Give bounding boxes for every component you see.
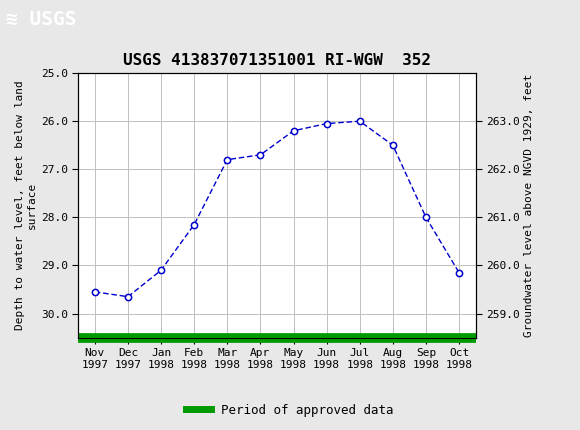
Title: USGS 413837071351001 RI-WGW  352: USGS 413837071351001 RI-WGW 352 — [123, 53, 431, 68]
Y-axis label: Depth to water level, feet below land
surface: Depth to water level, feet below land su… — [15, 80, 37, 330]
Y-axis label: Groundwater level above NGVD 1929, feet: Groundwater level above NGVD 1929, feet — [524, 74, 534, 337]
Text: ≋ USGS: ≋ USGS — [6, 10, 77, 30]
Legend: Period of approved data: Period of approved data — [181, 399, 399, 421]
